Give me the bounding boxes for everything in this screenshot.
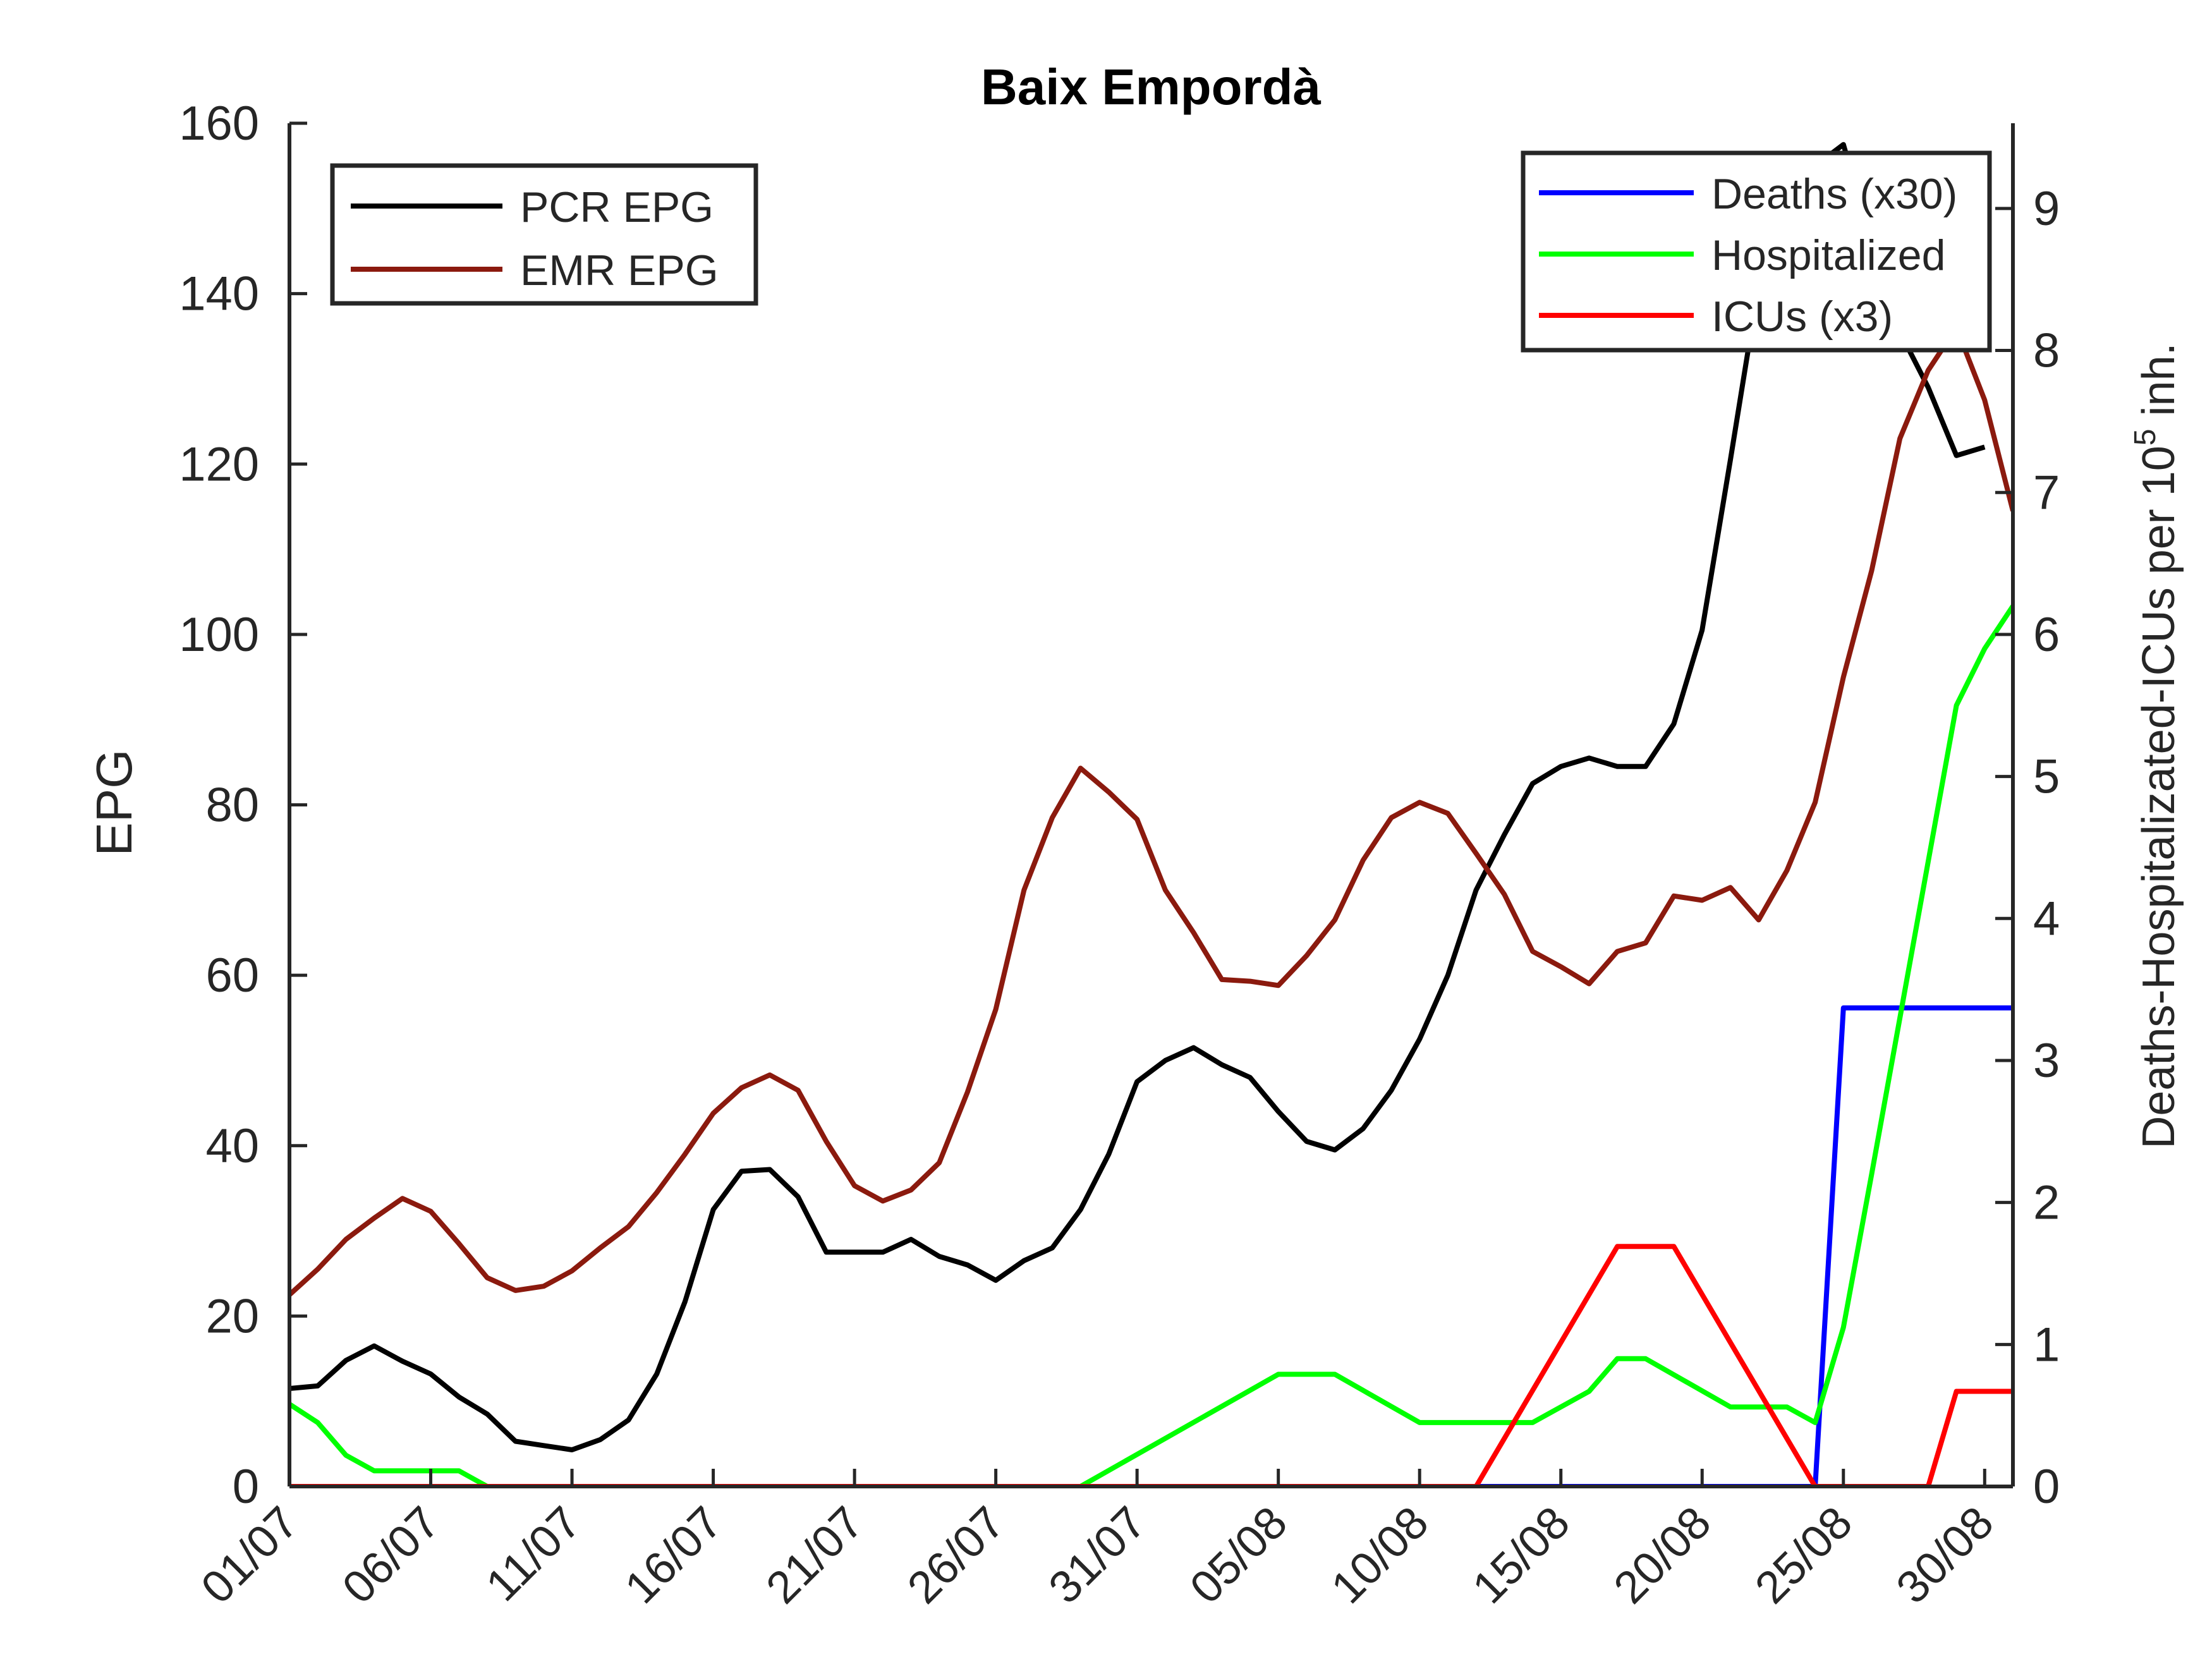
legend-label: ICUs (x3) — [1711, 293, 1893, 341]
y-right-tick-label: 6 — [2033, 608, 2060, 662]
legend-left: PCR EPG EMR EPG — [330, 163, 758, 306]
y-right-tick-label: 9 — [2033, 182, 2060, 236]
legend-label: Deaths (x30) — [1711, 170, 1957, 218]
chart-title: Baix Empordà — [981, 59, 1321, 115]
y-right-tick-label: 2 — [2033, 1176, 2060, 1230]
legend-label: Hospitalized — [1711, 231, 1945, 279]
y-left-tick-label: 160 — [179, 97, 259, 150]
series-layer — [289, 142, 2013, 1486]
y-axis-right-label-exponent: 5 — [2129, 428, 2162, 446]
y-right-tick-label: 4 — [2033, 892, 2060, 945]
y-left-tick-label: 120 — [179, 437, 259, 491]
legend-label: PCR EPG — [520, 183, 714, 231]
y-left-tick-label: 40 — [205, 1119, 259, 1173]
y-left-tick-label: 100 — [179, 608, 259, 662]
y-right-tick-label: 0 — [2033, 1460, 2060, 1514]
legend-right: Deaths (x30) Hospitalized ICUs (x3) — [1521, 150, 1992, 353]
legend-box — [330, 163, 758, 306]
y-right-tick-label: 7 — [2033, 466, 2060, 520]
y-left-tick-label: 20 — [205, 1289, 259, 1343]
series-line-icus-x3 — [289, 1244, 2013, 1486]
series-line-emr-epg — [289, 325, 2013, 1297]
series-line-pcr-epg — [289, 142, 1986, 1452]
y-axis-right-label-suffix: inh. — [2134, 343, 2184, 428]
y-left-tick-label: 60 — [205, 949, 259, 1002]
y-axis-left-label: EPG — [86, 750, 142, 856]
y-right-tick-label: 5 — [2033, 750, 2060, 804]
series-line-hospitalized — [289, 604, 2013, 1486]
y-right-tick-label: 3 — [2033, 1034, 2060, 1088]
y-right-tick-label: 1 — [2033, 1318, 2060, 1371]
legend-label: EMR EPG — [520, 246, 719, 295]
y-left-tick-label: 0 — [233, 1460, 259, 1514]
y-left-tick-label: 80 — [205, 779, 259, 832]
series-line-deaths-x30 — [1476, 1005, 2013, 1486]
y-axis-right-label-main: Deaths-Hospitalizated-ICUs per 10 — [2134, 446, 2184, 1148]
y-axis-right-label: Deaths-Hospitalizated-ICUs per 105 inh. — [2129, 343, 2184, 1148]
y-right-tick-label: 8 — [2033, 324, 2060, 378]
y-left-tick-label: 140 — [179, 267, 259, 321]
